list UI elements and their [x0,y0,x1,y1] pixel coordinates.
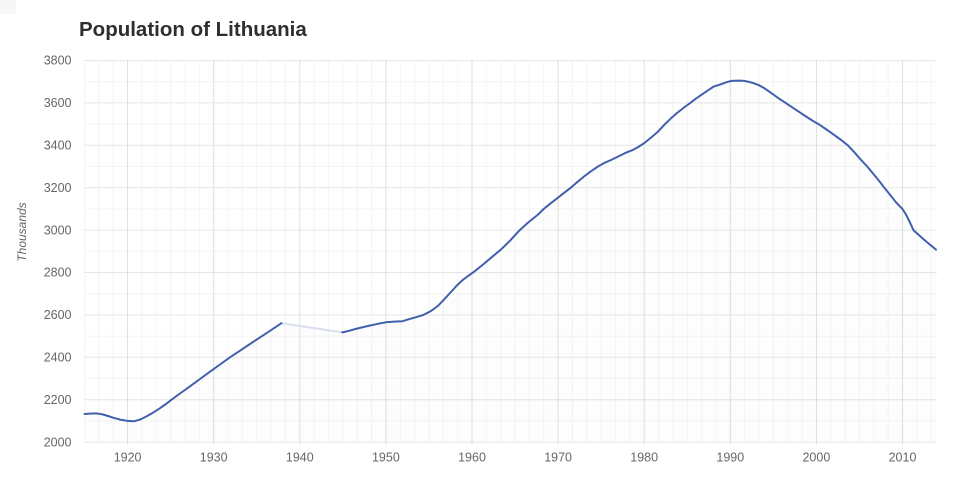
svg-text:2800: 2800 [44,266,72,280]
svg-text:1990: 1990 [716,451,744,465]
svg-text:1920: 1920 [114,451,142,465]
svg-text:Population of Lithuania: Population of Lithuania [79,18,307,41]
svg-text:3600: 3600 [44,96,72,110]
svg-text:3000: 3000 [44,223,72,237]
svg-text:1980: 1980 [630,451,658,465]
svg-text:2000: 2000 [44,435,72,449]
svg-text:3400: 3400 [44,139,72,153]
svg-text:2010: 2010 [889,451,917,465]
svg-text:2400: 2400 [44,351,72,365]
svg-text:2200: 2200 [44,393,72,407]
svg-text:1970: 1970 [544,451,572,465]
svg-text:3800: 3800 [44,54,72,68]
svg-text:1950: 1950 [372,451,400,465]
svg-text:2600: 2600 [44,308,72,322]
svg-text:Thousands: Thousands [15,202,29,261]
svg-text:3200: 3200 [44,181,72,195]
svg-text:2000: 2000 [802,451,830,465]
svg-text:1960: 1960 [458,451,486,465]
svg-text:1930: 1930 [200,451,228,465]
svg-text:1940: 1940 [286,451,314,465]
